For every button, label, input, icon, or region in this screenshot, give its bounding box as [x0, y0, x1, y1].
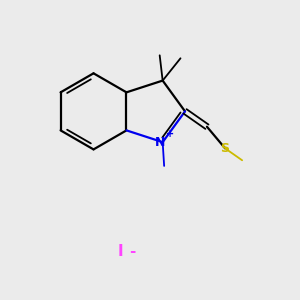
Text: I: I: [118, 244, 123, 259]
Text: -: -: [130, 244, 136, 259]
Text: +: +: [166, 129, 174, 139]
Text: S: S: [220, 142, 230, 155]
Text: N: N: [155, 136, 166, 148]
